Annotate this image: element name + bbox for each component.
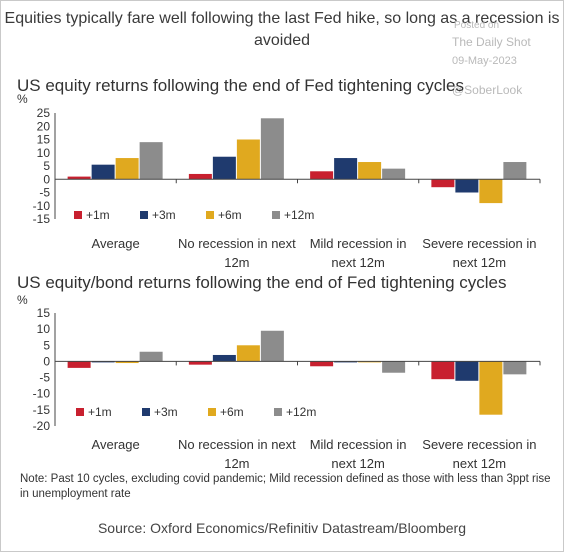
chart2-title: US equity/bond returns following the end… — [17, 273, 507, 292]
chart-title: Equities typically fare well following t… — [4, 10, 560, 49]
bar-p1m-2 — [310, 361, 334, 367]
y-tick-label: -15 — [33, 403, 51, 417]
y-tick-label: -10 — [33, 387, 51, 401]
y-tick-label: 5 — [43, 338, 50, 352]
category-label: next 12m — [331, 255, 384, 270]
legend-swatch-p3m — [140, 211, 148, 219]
category-label: Average — [92, 437, 140, 452]
y-tick-label: -20 — [33, 419, 51, 433]
source-line: Source: Oxford Economics/Refinitiv Datas… — [97, 520, 467, 536]
y-tick-label: 10 — [37, 322, 51, 336]
y-tick-label: -15 — [33, 212, 51, 226]
y-tick-label: 25 — [37, 106, 51, 120]
legend-swatch-p12m — [272, 211, 280, 219]
chart2-svg: 15 10 5 0 -5 -10 -15 -20 Average No recession in … — [33, 306, 541, 471]
legend-swatch-p12m — [274, 408, 282, 416]
bar-p12m-2 — [382, 168, 406, 180]
bar-p6m-1 — [236, 345, 260, 362]
bar-p3m-3 — [455, 179, 479, 193]
bar-p6m-3 — [479, 179, 503, 204]
y-tick-label: -5 — [39, 371, 50, 385]
bar-p1m-0 — [67, 361, 91, 368]
legend-label-p12m: +12m — [284, 208, 314, 222]
legend-label-p3m: +3m — [154, 405, 178, 419]
y-tick-label: -10 — [33, 199, 51, 213]
bar-p12m-3 — [503, 162, 527, 180]
bar-p1m-3 — [431, 179, 455, 188]
bar-p12m-3 — [503, 361, 527, 375]
bar-p1m-3 — [431, 361, 455, 380]
category-label: 12m — [224, 255, 249, 270]
y-tick-label: 0 — [43, 354, 50, 368]
category-label: Mild recession in — [310, 437, 407, 452]
bar-p6m-0 — [115, 361, 139, 364]
legend-label-p6m: +6m — [220, 405, 244, 419]
category-label: No recession in next — [178, 236, 296, 251]
legend-swatch-p6m — [208, 408, 216, 416]
bar-p6m-2 — [358, 162, 382, 180]
bar-p1m-2 — [310, 171, 334, 180]
watermark-posted: Posted on — [454, 20, 500, 31]
y-tick-label: 15 — [37, 306, 51, 320]
footnote: Note: Past 10 cycles, excluding covid pa… — [20, 473, 551, 500]
category-label: Severe recession in — [422, 236, 536, 251]
y-tick-label: -5 — [39, 186, 50, 200]
chart2-ylabel: % — [17, 293, 28, 307]
legend-swatch-p1m — [74, 211, 82, 219]
category-label: 12m — [224, 456, 249, 471]
bar-p3m-2 — [334, 158, 358, 180]
watermark-handle: @SoberLook — [452, 83, 523, 97]
legend-swatch-p6m — [206, 211, 214, 219]
bar-p6m-3 — [479, 361, 503, 415]
bar-p12m-0 — [139, 142, 163, 180]
legend-label-p1m: +1m — [88, 405, 112, 419]
bar-p1m-0 — [67, 176, 91, 180]
bar-p12m-2 — [382, 361, 406, 373]
y-tick-label: 5 — [43, 159, 50, 173]
category-label: No recession in next — [178, 437, 296, 452]
legend-swatch-p3m — [142, 408, 150, 416]
category-label: Mild recession in — [310, 236, 407, 251]
bar-p1m-1 — [188, 173, 212, 180]
bar-p3m-1 — [212, 156, 236, 180]
watermark-source: The Daily Shot — [452, 35, 531, 49]
chart1-ylabel: % — [17, 92, 28, 106]
bar-p3m-1 — [212, 354, 236, 362]
bar-p6m-0 — [115, 158, 139, 180]
y-tick-label: 15 — [37, 133, 51, 147]
legend-label-p1m: +1m — [86, 208, 110, 222]
bar-p6m-1 — [236, 139, 260, 180]
category-label: Severe recession in — [422, 437, 536, 452]
y-tick-label: 10 — [37, 146, 51, 160]
bar-p1m-1 — [188, 361, 212, 365]
bar-p12m-1 — [260, 330, 284, 362]
bar-p12m-0 — [139, 351, 163, 362]
chart1-title: US equity returns following the end of F… — [17, 76, 464, 95]
y-tick-label: 20 — [37, 119, 51, 133]
legend-swatch-p1m — [76, 408, 84, 416]
bar-p12m-1 — [260, 118, 284, 180]
category-label: Average — [92, 236, 140, 251]
category-label: next 12m — [453, 456, 506, 471]
legend-label-p3m: +3m — [152, 208, 176, 222]
category-label: next 12m — [331, 456, 384, 471]
legend-label-p6m: +6m — [218, 208, 242, 222]
legend-label-p12m: +12m — [286, 405, 316, 419]
bar-p3m-0 — [91, 164, 115, 180]
category-label: next 12m — [453, 255, 506, 270]
bar-p3m-3 — [455, 361, 479, 381]
y-tick-label: 0 — [43, 172, 50, 186]
watermark-date: 09-May-2023 — [452, 55, 517, 67]
